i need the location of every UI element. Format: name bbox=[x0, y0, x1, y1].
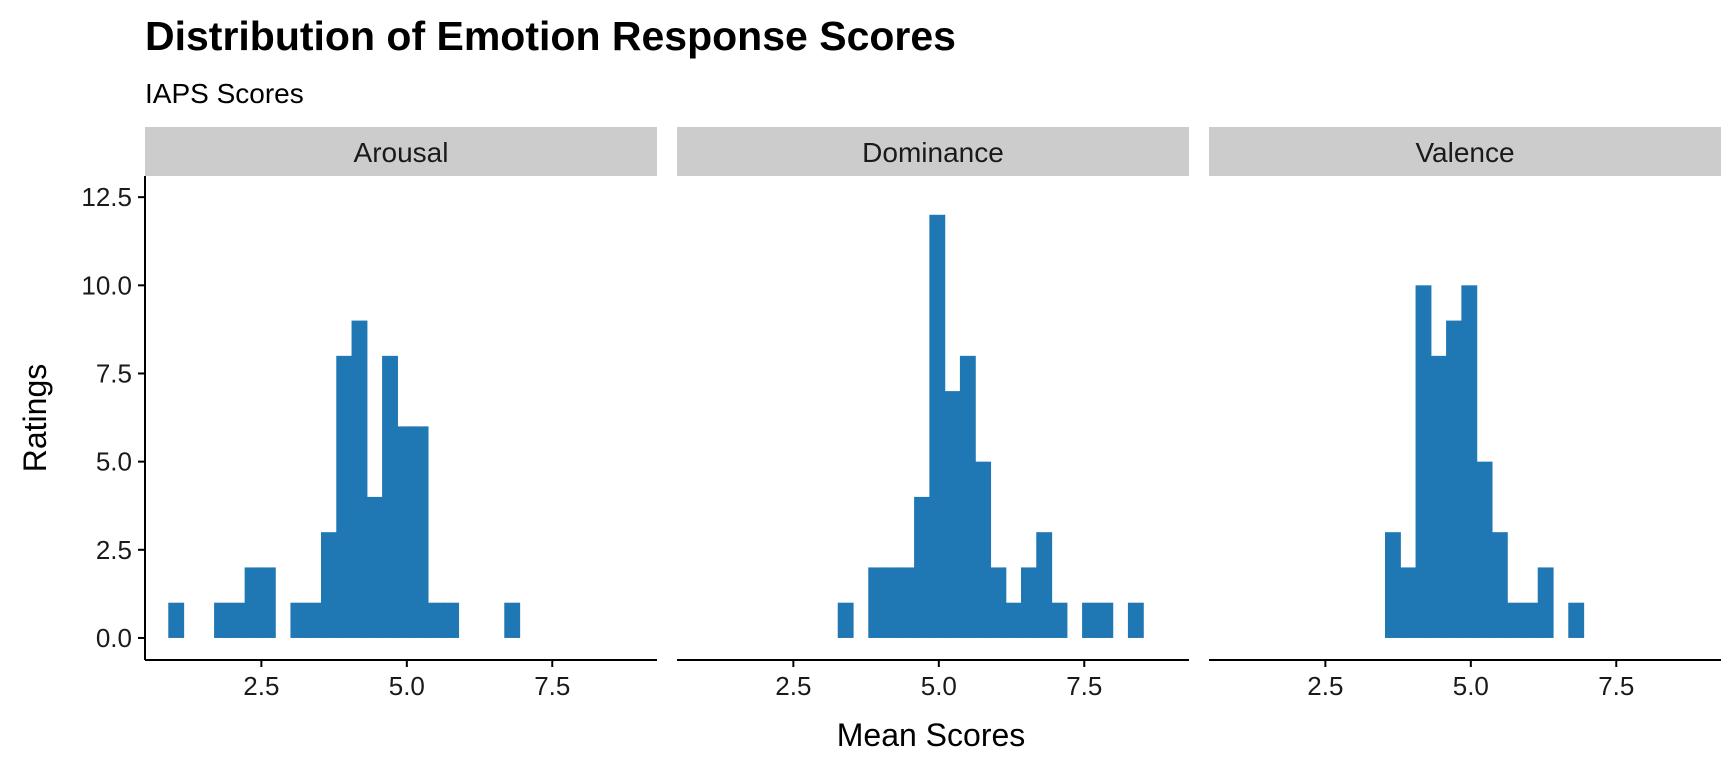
bar bbox=[1036, 532, 1053, 638]
x-axis-label: Mean Scores bbox=[837, 717, 1026, 753]
x-tick-label: 5.0 bbox=[921, 671, 957, 701]
y-axis: 0.0 2.5 5.0 7.5 10.0 12.5 bbox=[81, 176, 146, 660]
bar bbox=[1415, 285, 1432, 638]
strip-label-valence: Valence bbox=[1415, 137, 1514, 168]
bar bbox=[1491, 532, 1508, 638]
y-tick-label: 5.0 bbox=[96, 447, 132, 477]
bar bbox=[1021, 567, 1037, 638]
strip-label-arousal: Arousal bbox=[354, 137, 449, 168]
chart-subtitle: IAPS Scores bbox=[145, 78, 304, 109]
bar bbox=[883, 567, 900, 638]
bar bbox=[944, 391, 961, 638]
bar bbox=[914, 496, 930, 638]
bars-dominance bbox=[837, 214, 1144, 638]
x-tick-label: 2.5 bbox=[1307, 671, 1343, 701]
bar bbox=[321, 532, 337, 638]
panel-arousal: Arousal 2.5 5.0 7.5 bbox=[145, 127, 657, 701]
bar bbox=[868, 567, 885, 638]
bar bbox=[1461, 285, 1478, 638]
y-tick-label: 0.0 bbox=[96, 623, 132, 653]
bar bbox=[382, 355, 398, 638]
bar bbox=[443, 602, 460, 638]
bar bbox=[837, 602, 854, 638]
x-tick-label: 5.0 bbox=[389, 671, 425, 701]
bar bbox=[1385, 532, 1401, 638]
bar bbox=[290, 602, 307, 638]
bar bbox=[990, 567, 1007, 638]
bar bbox=[1446, 320, 1462, 638]
bar bbox=[975, 461, 992, 638]
bar bbox=[259, 567, 276, 638]
bar bbox=[1051, 602, 1068, 638]
y-axis-label: Ratings bbox=[17, 364, 53, 473]
bar bbox=[351, 320, 368, 638]
x-tick-label: 2.5 bbox=[775, 671, 811, 701]
y-tick-label: 2.5 bbox=[96, 535, 132, 565]
bar bbox=[1005, 602, 1022, 638]
bar bbox=[336, 355, 353, 638]
bar bbox=[1476, 461, 1493, 638]
bar bbox=[1522, 602, 1539, 638]
y-tick-label: 7.5 bbox=[96, 358, 132, 388]
strip-label-dominance: Dominance bbox=[862, 137, 1004, 168]
bar bbox=[366, 496, 383, 638]
bar bbox=[504, 602, 521, 638]
x-tick-label: 7.5 bbox=[1066, 671, 1102, 701]
x-tick-label: 7.5 bbox=[1598, 671, 1634, 701]
bar bbox=[1537, 567, 1554, 638]
bar bbox=[898, 567, 915, 638]
panel-valence: Valence 2.5 5.0 7.5 bbox=[1209, 127, 1721, 701]
bar bbox=[305, 602, 322, 638]
bar bbox=[397, 426, 414, 638]
bars-arousal bbox=[168, 320, 521, 638]
bar bbox=[959, 355, 976, 638]
x-tick-label: 2.5 bbox=[243, 671, 279, 701]
x-tick-label: 7.5 bbox=[534, 671, 570, 701]
bar bbox=[427, 602, 444, 638]
chart-title: Distribution of Emotion Response Scores bbox=[145, 13, 956, 59]
panel-dominance: Dominance 2.5 5.0 7.5 bbox=[677, 127, 1189, 701]
bar bbox=[214, 602, 230, 638]
strip-dominance bbox=[677, 127, 1189, 176]
x-tick-label: 5.0 bbox=[1453, 671, 1489, 701]
bar bbox=[1400, 567, 1417, 638]
bar bbox=[1082, 602, 1098, 638]
bar bbox=[168, 602, 185, 638]
bar bbox=[229, 602, 246, 638]
y-tick-label: 12.5 bbox=[81, 182, 132, 212]
bar bbox=[1568, 602, 1585, 638]
bars-valence bbox=[1385, 285, 1585, 638]
bar bbox=[1507, 602, 1524, 638]
y-tick-label: 10.0 bbox=[81, 270, 132, 300]
strip-arousal bbox=[145, 127, 657, 176]
bar bbox=[1097, 602, 1114, 638]
bar bbox=[1127, 602, 1144, 638]
bar bbox=[412, 426, 429, 638]
bar bbox=[244, 567, 261, 638]
strip-valence bbox=[1209, 127, 1721, 176]
bar bbox=[1430, 355, 1447, 638]
bar bbox=[929, 214, 946, 638]
